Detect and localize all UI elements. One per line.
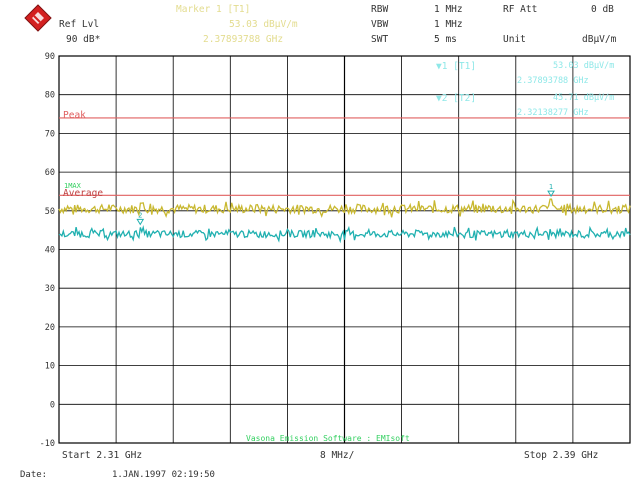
unit-label: Unit — [503, 34, 526, 45]
stop-frequency: Stop 2.39 GHz — [524, 450, 599, 461]
y-tick-label: -10 — [40, 439, 55, 449]
marker-2-triangle — [136, 218, 145, 226]
marker-1-triangle — [547, 190, 555, 198]
y-tick-label: 10 — [45, 362, 55, 372]
marker-frequency: 2.37893788 GHz — [203, 34, 284, 45]
marker2-label: ▼2 [T2] — [436, 93, 477, 104]
swt-value: 5 ms — [434, 34, 457, 45]
y-tick-label: 60 — [45, 168, 55, 178]
y-tick-label: 30 — [45, 284, 55, 294]
marker2-frequency: 2.32138277 GHz — [517, 108, 589, 118]
marker-label: Marker 1 [T1] — [176, 4, 251, 15]
unit-value: dBµV/m — [582, 34, 617, 45]
rbw-value: 1 MHz — [434, 4, 463, 15]
ref-level-value: 90 dB* — [66, 34, 101, 45]
marker1-label: ▼1 [T1] — [436, 61, 477, 72]
rf-att-label: RF Att — [503, 4, 538, 15]
y-tick-label: 70 — [45, 129, 55, 139]
rohde-schwarz-logo — [24, 4, 52, 32]
rf-att-value: 0 dB — [591, 4, 614, 15]
swt-label: SWT — [371, 34, 389, 45]
y-tick-label: 0 — [50, 400, 55, 410]
vbw-label: VBW — [371, 19, 389, 30]
software-label: Vasona Emission Software : EMIsoft — [246, 434, 410, 443]
average-limit-label: Average — [63, 188, 104, 199]
marker1-value: 53.03 dBµV/m — [553, 61, 615, 71]
rbw-label: RBW — [371, 4, 389, 15]
marker2-value: 45.71 dBµV/m — [553, 93, 615, 103]
span-per-division: 8 MHz/ — [320, 450, 355, 461]
trace-series-1 — [58, 198, 631, 219]
trace-series-2 — [58, 224, 631, 244]
y-tick-label: 40 — [45, 246, 55, 256]
marker1-frequency: 2.37893788 GHz — [517, 76, 589, 86]
date-value: 1.JAN.1997 02:19:50 — [112, 470, 215, 480]
y-tick-label: 50 — [45, 207, 55, 217]
ref-level-label: Ref Lvl — [59, 19, 100, 30]
trace-label: 1MAX — [64, 182, 81, 190]
marker-value: 53.03 dBµV/m — [229, 19, 298, 30]
y-tick-label: 20 — [45, 323, 55, 333]
y-tick-label: 90 — [45, 52, 55, 62]
y-tick-label: 80 — [45, 91, 55, 101]
marker-1-id: 1 — [549, 183, 553, 191]
marker-2-id: 2 — [138, 211, 142, 219]
vbw-value: 1 MHz — [434, 19, 463, 30]
date-label: Date: — [20, 470, 48, 480]
peak-limit-label: Peak — [63, 110, 86, 121]
start-frequency: Start 2.31 GHz — [62, 450, 143, 461]
